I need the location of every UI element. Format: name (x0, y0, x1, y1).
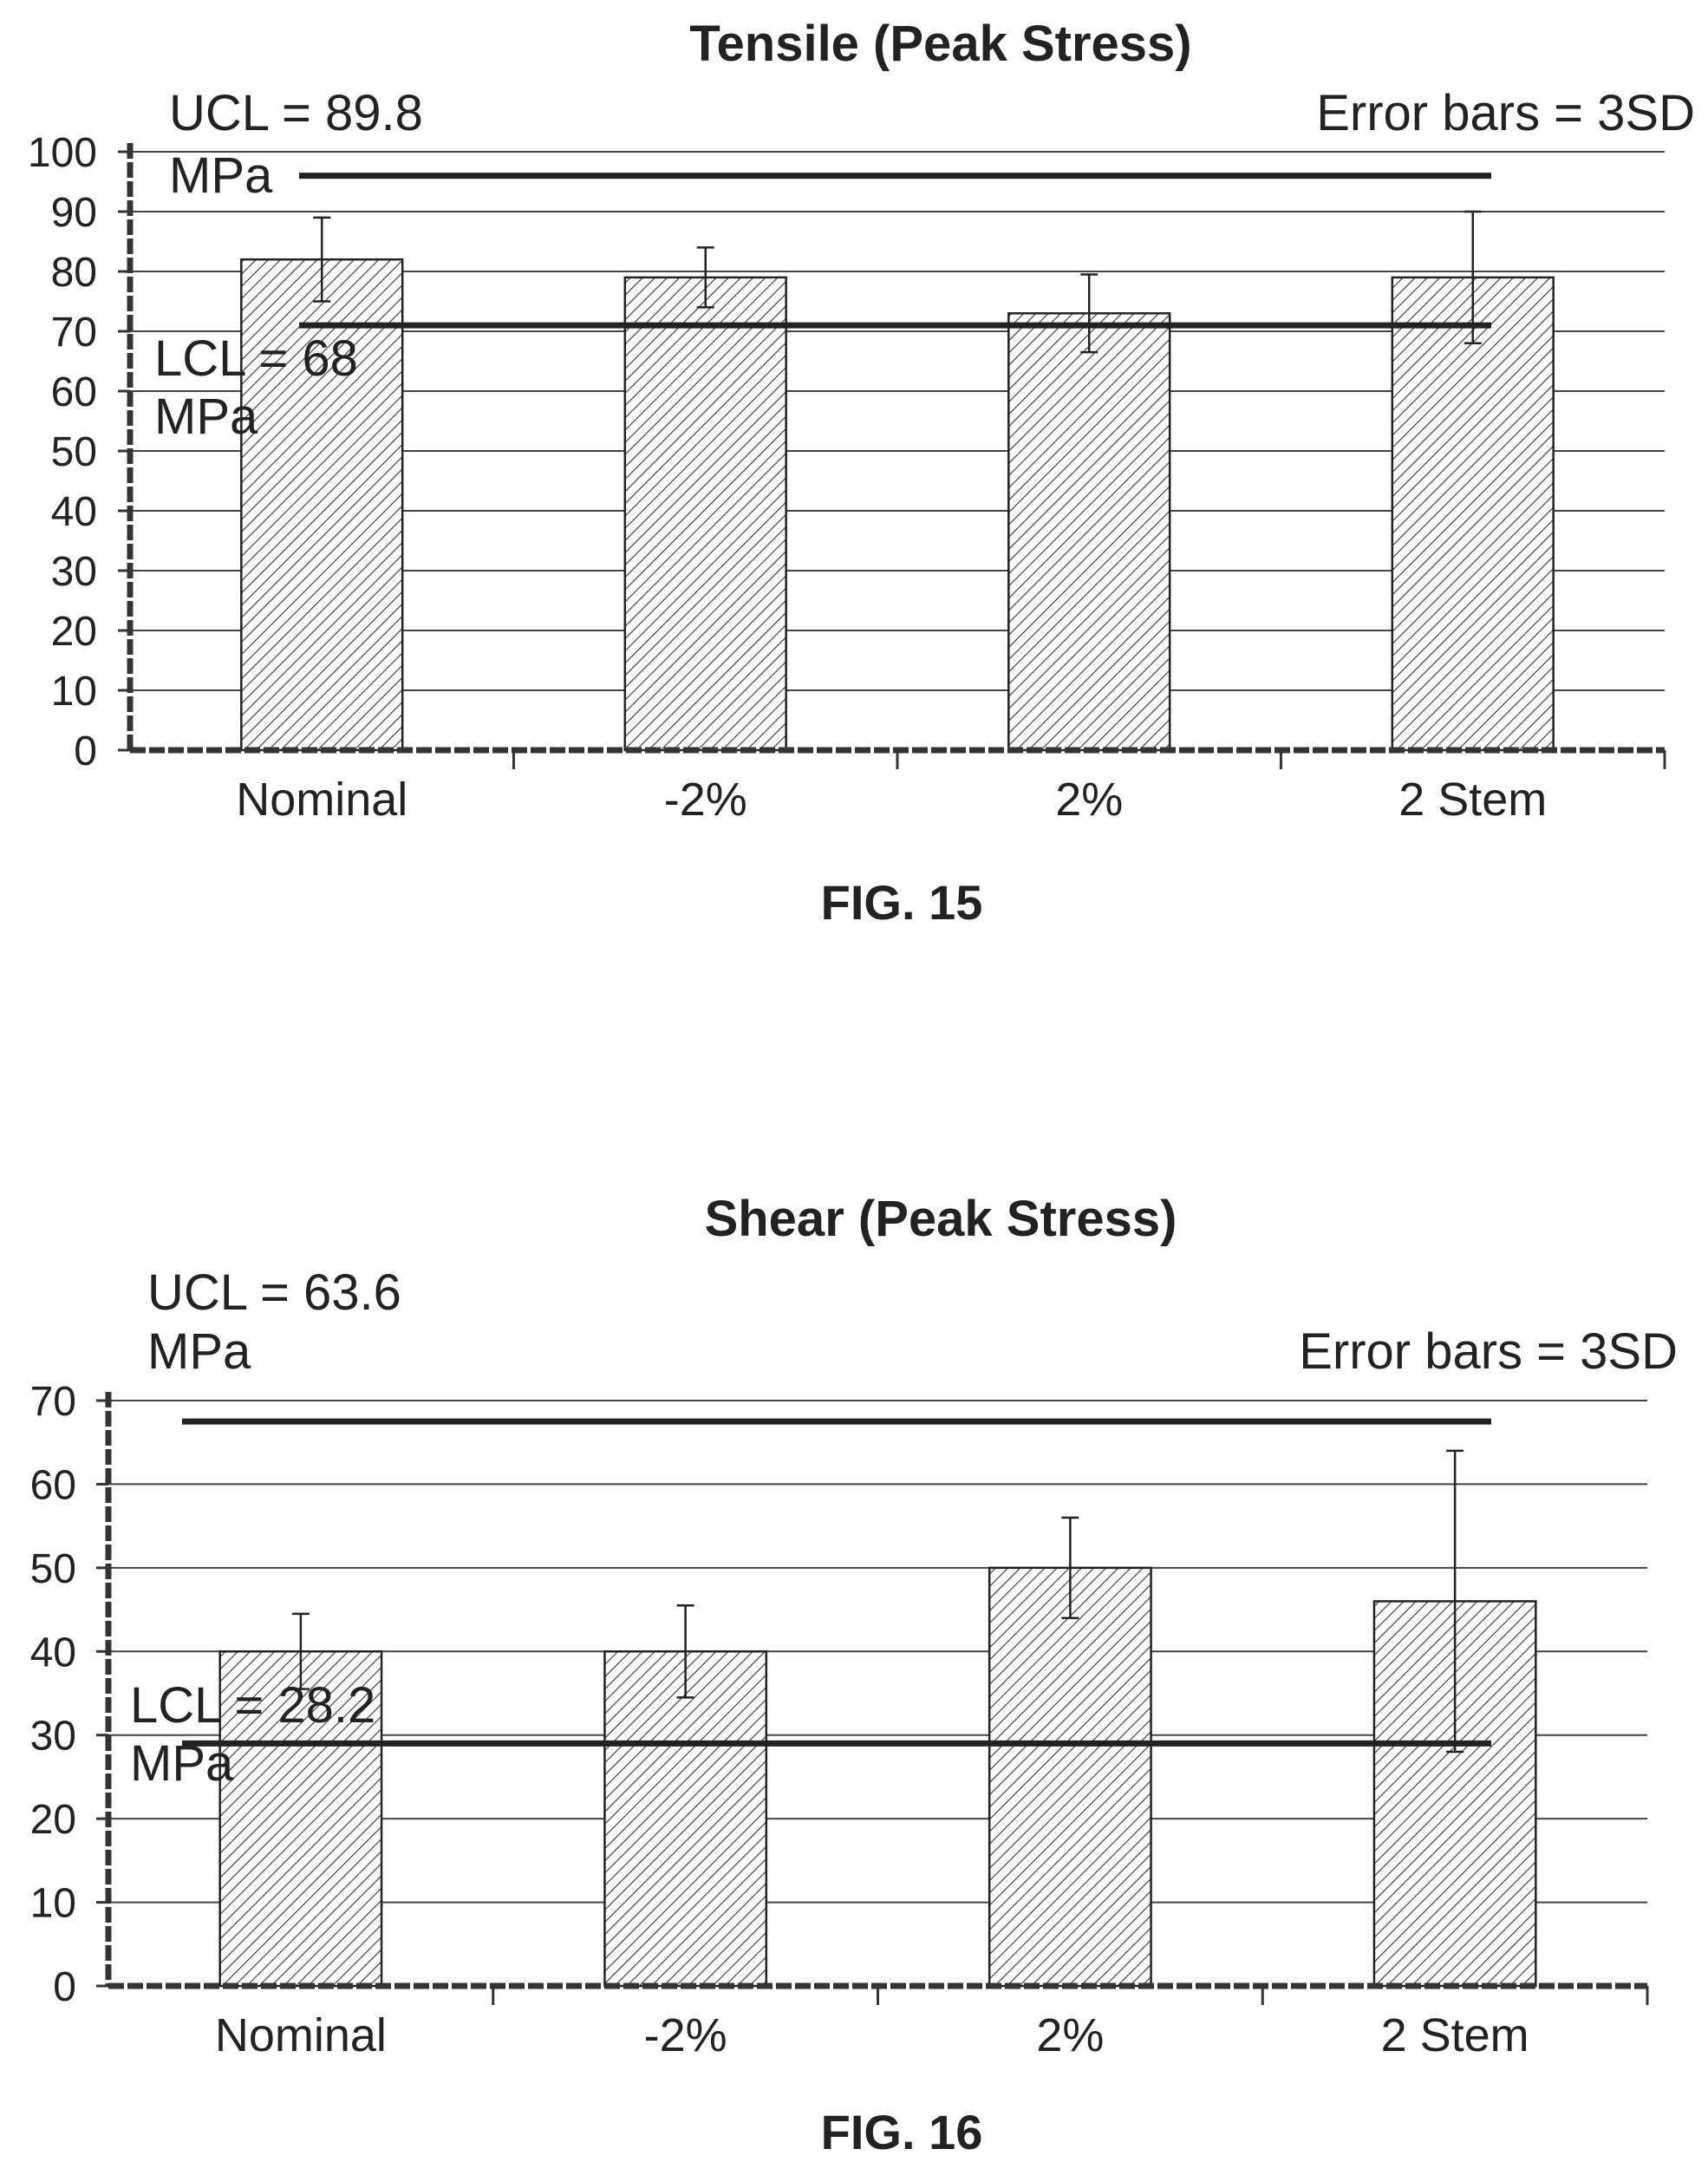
y-tick-label: 30 (51, 549, 97, 595)
x-tick-label: 2 Stem (1398, 774, 1547, 826)
bar (1007, 312, 1171, 752)
y-tick-label: 50 (30, 1546, 76, 1592)
y-tick-label: 90 (51, 190, 97, 236)
bar (988, 1566, 1152, 1988)
error-bars-note: Error bars = 3SD (1299, 1323, 1678, 1380)
y-tick-label: 20 (30, 1797, 76, 1843)
y-tick-label: 100 (28, 130, 97, 176)
x-tick-label: 2% (1036, 2009, 1104, 2061)
x-tick-label: 2 Stem (1381, 2009, 1529, 2061)
x-tick-label: Nominal (215, 2009, 387, 2061)
y-tick-label: 30 (30, 1714, 76, 1760)
axes: 0 10 20 30 40 50 60 70 Nominal -2% 2% 2 Stem (30, 1379, 1649, 2061)
lcl-label-line2: MPa (154, 389, 258, 445)
bar (623, 276, 787, 752)
y-tick-label: 60 (30, 1462, 76, 1508)
y-tick-label: 70 (51, 310, 97, 356)
y-tick-label: 40 (30, 1630, 76, 1675)
x-tick-label: -2% (644, 2009, 727, 2061)
ucl-label-line1: UCL = 63.6 (147, 1264, 401, 1321)
y-tick-label: 70 (30, 1379, 76, 1425)
chart-title: Tensile (Peak Stress) (689, 16, 1191, 72)
shear-chart: Shear (Peak Stress) UCL = 63.6 MPa Error… (30, 1191, 1678, 2159)
figure-label: FIG. 16 (821, 2105, 983, 2159)
ucl-label-line1: UCL = 89.8 (169, 85, 423, 141)
axes: 0 10 20 30 40 50 60 70 80 90 100 Nominal -2% 2% 2 Stem (28, 130, 1666, 826)
x-tick-label: -2% (664, 774, 747, 826)
y-tick-label: 80 (51, 250, 97, 296)
control-limits (299, 173, 1491, 329)
bars (218, 1449, 1537, 1988)
error-bars-note: Error bars = 3SD (1316, 85, 1695, 141)
control-limits (182, 1418, 1491, 1747)
x-tick-label: 2% (1055, 774, 1123, 826)
y-tick-label: 0 (74, 728, 97, 774)
x-tick-label: Nominal (236, 774, 407, 826)
y-tick-label: 10 (51, 669, 97, 715)
bars (240, 210, 1555, 752)
y-tick-label: 20 (51, 609, 97, 655)
y-tick-label: 10 (30, 1881, 76, 1927)
y-tick-label: 60 (51, 369, 97, 415)
lcl-label-line2: MPa (130, 1735, 234, 1792)
bar (218, 1650, 383, 1988)
lcl-label-line1: LCL = 68 (154, 330, 358, 387)
lcl-label-line1: LCL = 28.2 (130, 1677, 375, 1734)
chart-title: Shear (Peak Stress) (705, 1191, 1177, 1247)
ucl-label-line2: MPa (169, 147, 273, 204)
y-tick-label: 0 (53, 1964, 76, 2010)
ucl-label-line2: MPa (147, 1323, 251, 1380)
y-tick-label: 50 (51, 429, 97, 475)
y-tick-label: 40 (51, 489, 97, 535)
tensile-chart: Tensile (Peak Stress) UCL = 89.8 MPa Err… (28, 16, 1695, 930)
bar (1391, 276, 1555, 752)
figure-label: FIG. 15 (821, 875, 983, 930)
bar (603, 1650, 768, 1988)
